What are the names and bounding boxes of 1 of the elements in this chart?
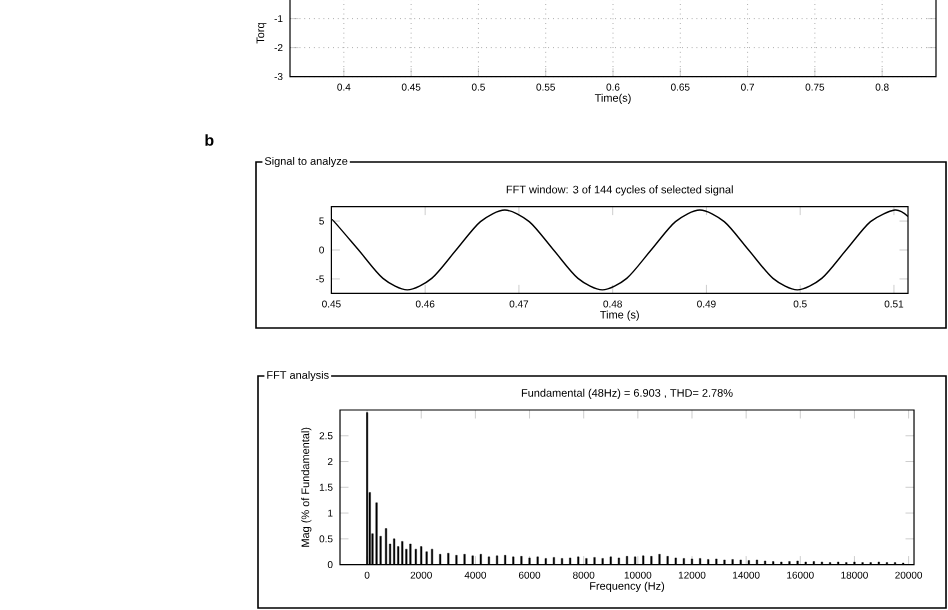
line-series [331, 209, 909, 291]
